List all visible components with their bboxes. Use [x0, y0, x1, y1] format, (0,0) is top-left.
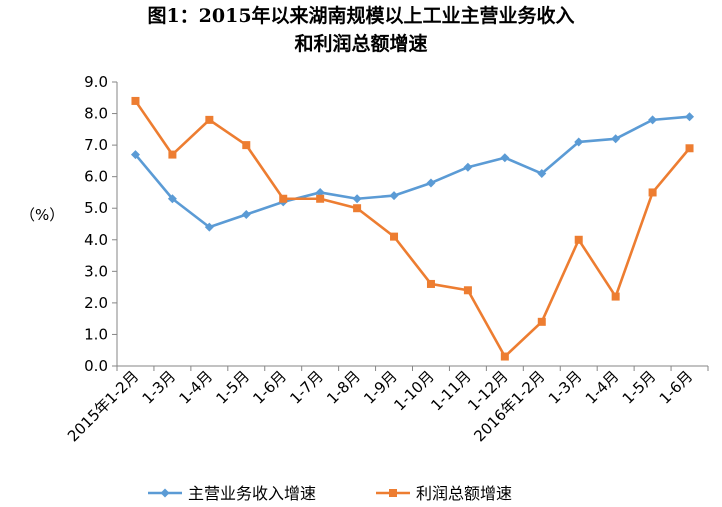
- y-axis-label: （%）: [20, 206, 64, 224]
- series-line: [134, 100, 691, 358]
- legend-label: 利润总额增速: [416, 484, 512, 503]
- data-point: [500, 352, 509, 361]
- y-tick-label: 5.0: [84, 199, 108, 217]
- legend-marker: [160, 488, 170, 498]
- x-tick-label: 1-4月: [582, 367, 623, 408]
- chart-title-line1: 图1：2015年以来湖南规模以上工业主营业务收入: [147, 4, 574, 27]
- x-tick-label: 1-10月: [390, 367, 437, 414]
- y-tick-label: 0.0: [84, 357, 108, 375]
- x-tick-label: 1-3月: [545, 367, 586, 408]
- data-point: [426, 178, 436, 188]
- legend: 主营业务收入增速 利润总额增速: [148, 484, 512, 503]
- data-point: [426, 279, 435, 288]
- data-point: [537, 317, 546, 326]
- series-1: [130, 112, 695, 232]
- data-point: [574, 137, 584, 147]
- data-point: [130, 150, 140, 160]
- x-tick-label: 2015年1-2月: [64, 367, 142, 445]
- legend-item: 利润总额增速: [376, 484, 512, 503]
- series-layer: [130, 96, 695, 361]
- y-tick-label: 4.0: [84, 231, 108, 249]
- x-tick-label: 1-6月: [249, 367, 290, 408]
- y-tick-label: 2.0: [84, 294, 108, 312]
- legend-item: 主营业务收入增速: [148, 484, 316, 503]
- axes: 0.01.02.03.04.05.06.07.08.09.02015年1-2月1…: [64, 73, 709, 445]
- data-point: [463, 286, 472, 295]
- data-point: [611, 292, 620, 301]
- chart-title-line2: 和利润总额增速: [294, 32, 427, 55]
- data-point: [131, 96, 140, 105]
- data-point: [500, 153, 510, 163]
- data-point: [463, 162, 473, 172]
- x-tick-label: 1-5月: [619, 367, 660, 408]
- y-tick-label: 3.0: [84, 262, 108, 280]
- y-tick-label: 7.0: [84, 136, 108, 154]
- data-point: [537, 169, 547, 179]
- data-point: [168, 150, 177, 159]
- data-point: [167, 194, 177, 204]
- data-point: [648, 188, 657, 197]
- data-point: [315, 187, 325, 197]
- x-tick-label: 1-11月: [427, 367, 474, 414]
- legend-marker: [389, 489, 397, 497]
- data-point: [242, 141, 251, 150]
- data-point: [574, 235, 583, 244]
- y-tick-label: 6.0: [84, 168, 108, 186]
- x-tick-label: 1-8月: [323, 367, 364, 408]
- data-point: [205, 115, 214, 124]
- y-tick-label: 9.0: [84, 73, 108, 91]
- data-point: [352, 194, 362, 204]
- series-2: [131, 96, 694, 361]
- data-point: [241, 210, 251, 220]
- data-point: [685, 144, 694, 153]
- x-tick-label: 1-7月: [286, 367, 327, 408]
- x-tick-label: 1-5月: [212, 367, 253, 408]
- data-point: [648, 115, 658, 125]
- x-tick-label: 1-3月: [139, 367, 180, 408]
- data-point: [685, 112, 695, 122]
- legend-label: 主营业务收入增速: [188, 484, 316, 503]
- y-tick-label: 8.0: [84, 105, 108, 123]
- data-point: [316, 194, 325, 203]
- data-point: [389, 191, 399, 201]
- y-tick-label: 1.0: [84, 325, 108, 343]
- data-point: [204, 222, 214, 232]
- data-point: [390, 232, 399, 241]
- data-point: [611, 134, 621, 144]
- data-point: [353, 204, 362, 213]
- x-tick-label: 1-4月: [176, 367, 217, 408]
- data-point: [279, 194, 288, 203]
- x-tick-label: 1-6月: [656, 367, 697, 408]
- series-line: [134, 115, 690, 229]
